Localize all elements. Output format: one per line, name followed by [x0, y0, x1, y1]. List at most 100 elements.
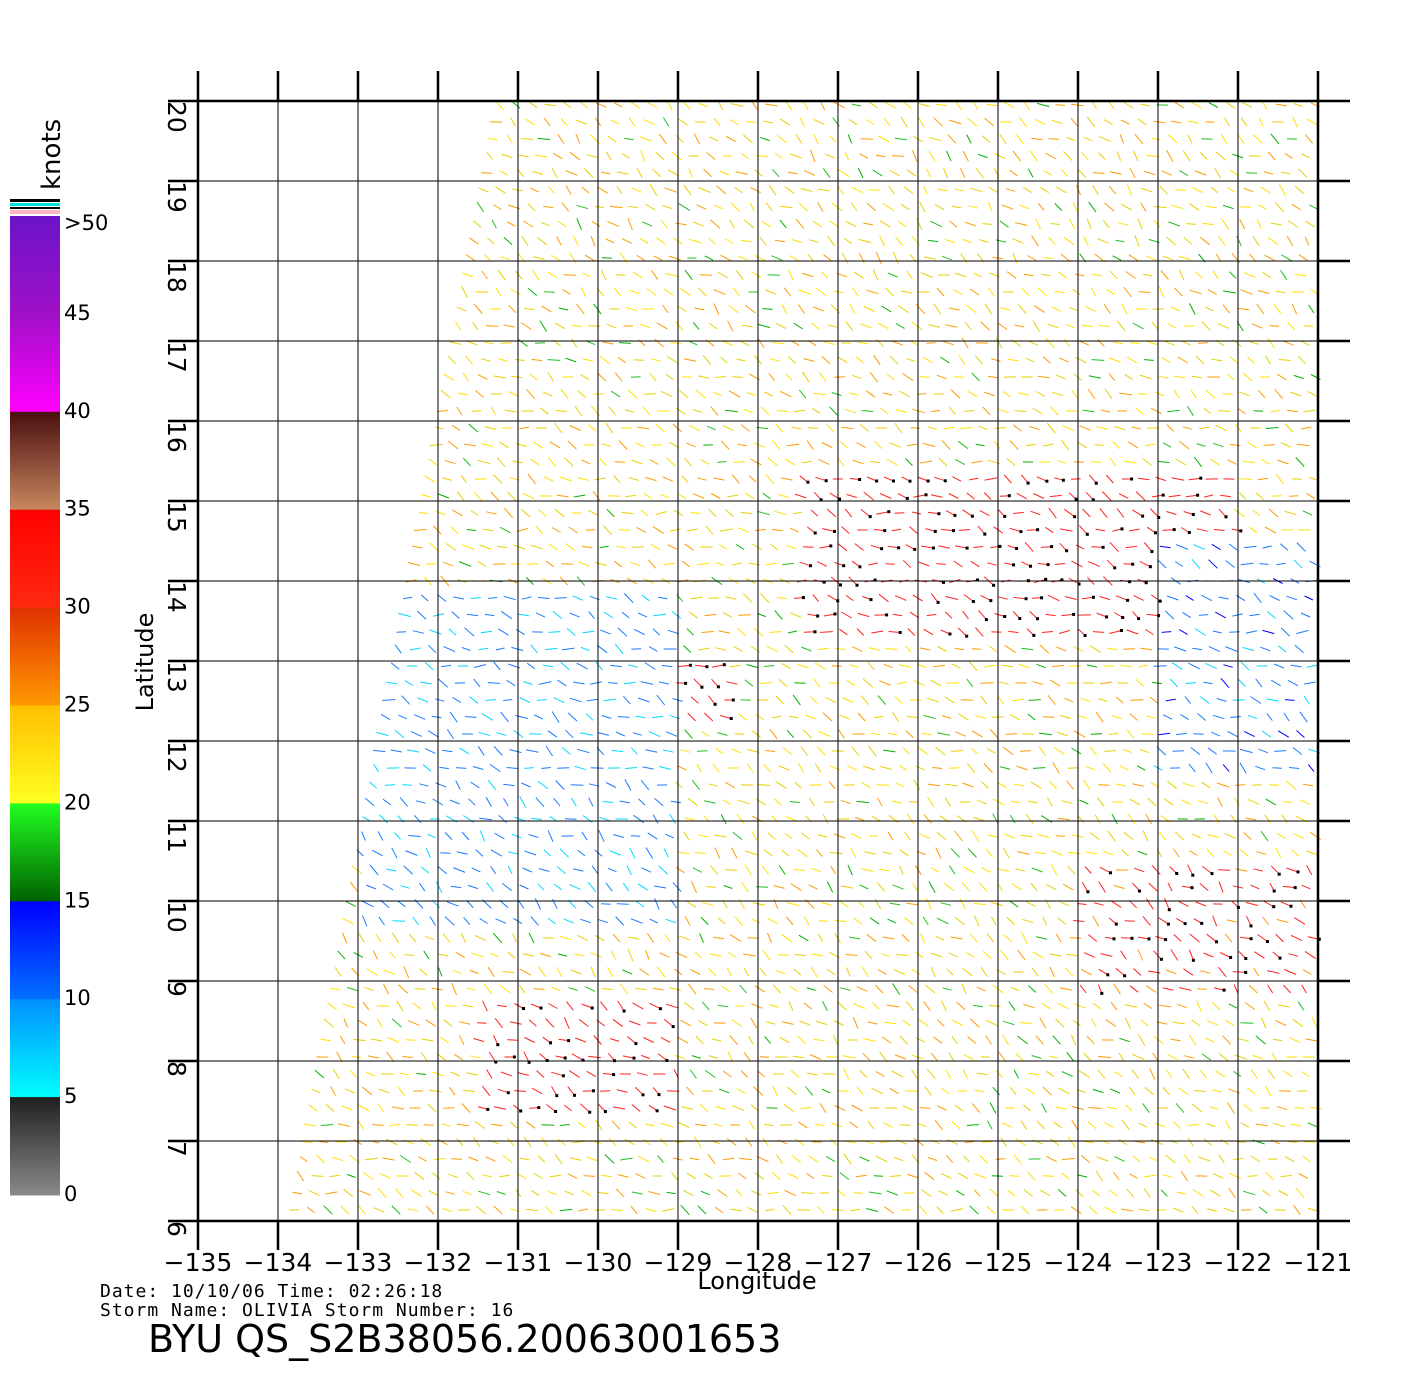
wind-vector [544, 291, 555, 293]
wind-vector [487, 966, 495, 978]
wind-vector [982, 406, 991, 416]
wind-vector [591, 221, 601, 227]
wind-vector [382, 883, 394, 891]
wind-vector [749, 475, 757, 483]
wind-vector [995, 337, 1003, 349]
rain-flag-dot [537, 1106, 541, 1110]
wind-vector [821, 355, 831, 365]
wind-vector [714, 834, 727, 838]
wind-vector [1187, 120, 1199, 124]
wind-vector [924, 1086, 932, 1096]
wind-vector [1042, 916, 1048, 926]
wind-vector [935, 847, 942, 859]
wind-vector [1161, 170, 1172, 176]
wind-vector [855, 356, 865, 364]
wind-vector [927, 426, 938, 430]
wind-vector [1112, 255, 1122, 261]
wind-vector [391, 1205, 401, 1215]
wind-vector [602, 524, 612, 536]
wind-vector [471, 410, 482, 412]
wind-vector [748, 373, 761, 381]
wind-vector [386, 681, 398, 685]
wind-vector [1196, 1000, 1202, 1012]
wind-vector [1098, 881, 1106, 893]
wind-vector [1262, 916, 1270, 926]
wind-vector [500, 256, 510, 260]
wind-vector [533, 1173, 543, 1179]
wind-vector [1264, 1085, 1272, 1097]
wind-vector [611, 1208, 623, 1212]
wind-vector [1260, 646, 1271, 652]
wind-vector [470, 597, 481, 599]
wind-vector [1102, 219, 1110, 229]
wind-vector [490, 849, 503, 857]
wind-vector [927, 1157, 938, 1161]
wind-vector [1097, 1069, 1106, 1079]
wind-vector [554, 508, 565, 518]
rain-flag-dot [496, 1043, 500, 1047]
wind-vector [990, 916, 997, 926]
rain-flag-dot [603, 1110, 607, 1114]
wind-vector [1001, 204, 1014, 210]
wind-vector [625, 306, 638, 312]
wind-vector [644, 662, 656, 670]
wind-vector [551, 254, 561, 262]
wind-vector [1182, 150, 1191, 162]
wind-vector [1114, 1071, 1123, 1077]
wind-vector [497, 269, 506, 281]
wind-vector [905, 730, 914, 738]
wind-vector [869, 371, 879, 383]
wind-vector [519, 968, 532, 976]
wind-vector [607, 966, 614, 978]
wind-vector [514, 270, 523, 280]
wind-vector [713, 289, 726, 295]
wind-vector [969, 1205, 979, 1215]
wind-vector [660, 219, 668, 229]
wind-vector [332, 1068, 340, 1080]
wind-vector [1059, 357, 1069, 363]
wind-vector [627, 389, 638, 399]
wind-vector [1238, 1038, 1249, 1042]
rain-flag-dot [1272, 889, 1276, 893]
wind-vector [966, 762, 976, 774]
rain-flag-dot [1003, 615, 1007, 618]
wind-vector [583, 1175, 596, 1177]
wind-vector [1007, 1189, 1016, 1197]
wind-vector [490, 406, 497, 416]
wind-vector [1191, 1019, 1200, 1027]
wind-vector [1281, 814, 1288, 824]
wind-vector [404, 680, 414, 686]
rain-flag-dot [1141, 514, 1145, 518]
wind-vector [958, 1172, 969, 1180]
wind-vector [612, 933, 621, 943]
wind-vector [771, 342, 785, 344]
wind-vector [756, 1155, 769, 1163]
wind-vector [924, 984, 936, 994]
wind-vector [484, 613, 495, 617]
rain-flag-dot [1296, 870, 1300, 874]
wind-vector [844, 408, 857, 414]
wind-vector [1284, 969, 1297, 975]
wind-vector [366, 884, 376, 890]
wind-vector [772, 984, 782, 994]
rain-flag-dot [655, 1109, 659, 1113]
wind-vector [1253, 967, 1260, 977]
wind-vector [1071, 1119, 1079, 1131]
wind-vector [1171, 662, 1183, 670]
rain-flag-dot [1147, 937, 1151, 941]
wind-vector [1075, 1189, 1084, 1197]
wind-vector [493, 746, 503, 756]
wind-vector [482, 1000, 488, 1012]
wind-vector [696, 477, 707, 481]
wind-vector [648, 646, 658, 652]
wind-vector [1284, 699, 1295, 701]
wind-vector [983, 492, 992, 500]
wind-vector [562, 289, 571, 295]
rain-flag-dot [983, 532, 987, 536]
longitude-tick-label: −123 [1124, 1248, 1193, 1277]
wind-vector [782, 562, 794, 566]
wind-vector [616, 545, 626, 549]
wind-vector [781, 1021, 794, 1025]
wind-vector [734, 186, 743, 194]
wind-vector [637, 1155, 650, 1163]
